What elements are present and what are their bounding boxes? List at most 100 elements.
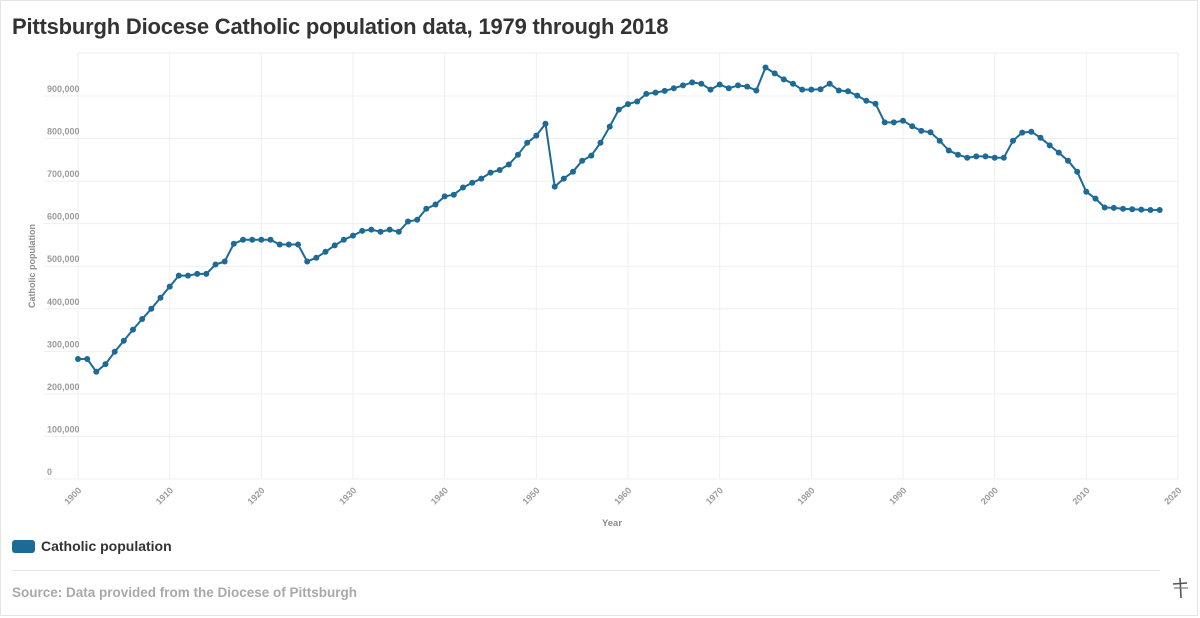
data-point [230, 240, 237, 247]
data-point [496, 167, 503, 173]
data-point [194, 270, 201, 277]
x-tick-label: 2010 [1071, 485, 1092, 506]
data-point [652, 89, 659, 96]
x-tick-label: 1950 [521, 485, 542, 506]
data-point [533, 132, 540, 139]
x-tick-label: 1970 [704, 485, 725, 506]
data-point [909, 123, 916, 130]
x-tick-label: 1940 [429, 485, 450, 506]
data-point [698, 80, 705, 87]
data-point [890, 119, 897, 126]
data-point [661, 87, 668, 94]
data-point [120, 337, 127, 344]
data-point [918, 127, 925, 134]
data-point [331, 242, 338, 249]
data-point [148, 305, 155, 312]
data-point [854, 92, 861, 99]
data-point [771, 70, 778, 77]
data-point [881, 119, 888, 126]
data-point [762, 64, 769, 71]
data-point [386, 226, 393, 233]
data-point [1147, 207, 1154, 213]
data-point [469, 179, 476, 186]
data-point [579, 157, 586, 164]
data-point [478, 175, 485, 182]
data-point [212, 261, 219, 268]
data-point [1101, 204, 1108, 211]
data-point [955, 151, 961, 158]
data-point [835, 87, 842, 94]
data-point [304, 258, 311, 265]
data-point [817, 86, 824, 93]
data-point [340, 236, 347, 243]
data-point [258, 236, 265, 243]
x-tick-label: 1960 [612, 485, 633, 506]
data-point [102, 361, 109, 368]
y-tick-label: 900,000 [47, 84, 80, 94]
data-point [570, 168, 576, 175]
data-point [551, 183, 558, 190]
grid [44, 52, 1179, 480]
data-point [542, 120, 549, 127]
data-point [991, 154, 998, 161]
data-point [707, 86, 714, 93]
data-point [725, 85, 732, 92]
data-point [936, 137, 943, 144]
legend-label: Catholic population [41, 538, 172, 554]
x-tick-label: 1980 [796, 485, 817, 506]
x-axis-label: Year [602, 518, 622, 529]
y-tick-label: 700,000 [47, 169, 80, 179]
data-point [625, 101, 631, 108]
data-point [423, 205, 430, 212]
data-point [111, 348, 118, 355]
data-point [157, 294, 164, 301]
data-point [900, 117, 906, 124]
data-point [322, 248, 329, 255]
data-point [845, 88, 851, 95]
data-point [240, 236, 246, 243]
data-point [588, 152, 595, 159]
data-point [689, 79, 696, 86]
data-point [1083, 188, 1090, 195]
data-point [927, 129, 934, 136]
data-point [450, 191, 457, 198]
data-point [203, 270, 210, 277]
data-point [799, 86, 806, 93]
data-point [505, 161, 512, 168]
data-point [973, 153, 980, 160]
data-point [1138, 206, 1145, 213]
data-point [826, 80, 833, 87]
chart-title: Pittsburgh Diocese Catholic population d… [12, 14, 669, 39]
data-point [1120, 205, 1126, 212]
data-point [808, 86, 815, 93]
series-line [78, 66, 1160, 373]
flourish-logo-icon[interactable] [1170, 576, 1190, 600]
data-point [735, 82, 741, 89]
data-point [753, 87, 760, 94]
data-point [414, 216, 421, 223]
data-point [460, 184, 466, 191]
data-point [285, 241, 292, 248]
data-point [221, 258, 228, 265]
data-point [313, 254, 320, 261]
y-tick-label: 0 [47, 467, 52, 477]
x-tick-label: 1920 [246, 485, 267, 506]
data-point [1074, 168, 1081, 175]
y-tick-label: 500,000 [47, 254, 80, 264]
x-axis-ticks: 1900 1910 1920 1930 1940 1950 1960 1970 1980 1990… [62, 485, 1183, 506]
data-point [515, 151, 521, 158]
y-axis-ticks: 0 100,000 200,000 300,000 400,000 500,000 600,… [47, 84, 80, 477]
data-point [790, 80, 796, 87]
footer-divider [12, 570, 1160, 571]
x-tick-label: 2020 [1162, 485, 1183, 506]
y-axis-label: Catholic population [27, 224, 37, 308]
data-point [643, 90, 650, 97]
data-point [267, 236, 274, 243]
data-point [368, 226, 375, 233]
data-point [634, 98, 641, 105]
data-point [780, 76, 787, 83]
data-point [139, 316, 146, 322]
data-point [84, 356, 91, 362]
